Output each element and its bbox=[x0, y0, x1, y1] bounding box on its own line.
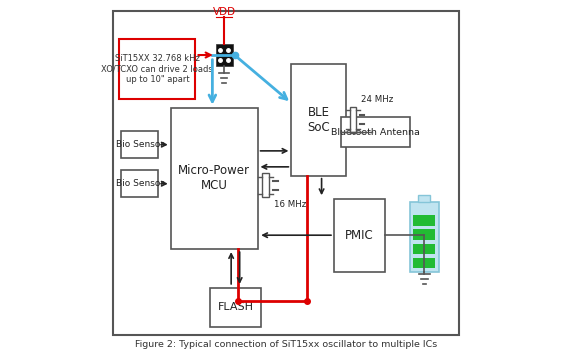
Bar bbox=[341, 117, 410, 147]
Bar bbox=[210, 288, 261, 327]
Bar bbox=[410, 202, 439, 272]
Bar bbox=[121, 170, 158, 197]
Bar bbox=[350, 106, 356, 133]
Text: Bio Sensor: Bio Sensor bbox=[116, 140, 164, 149]
Bar bbox=[414, 244, 435, 254]
Bar bbox=[414, 229, 435, 240]
Bar bbox=[170, 108, 257, 248]
Bar bbox=[419, 195, 430, 202]
Bar bbox=[291, 64, 347, 176]
Bar bbox=[414, 215, 435, 226]
Text: SiT15XX 32.768 kHz
XO/TCXO can drive 2 loads
up to 10" apart: SiT15XX 32.768 kHz XO/TCXO can drive 2 l… bbox=[101, 54, 213, 84]
Bar bbox=[119, 39, 196, 99]
Text: PMIC: PMIC bbox=[345, 229, 374, 242]
Bar bbox=[216, 44, 233, 66]
Bar bbox=[414, 258, 435, 268]
Bar bbox=[262, 173, 269, 197]
Text: BLE
SoC: BLE SoC bbox=[308, 106, 330, 134]
Text: 24 MHz: 24 MHz bbox=[362, 95, 394, 104]
Text: Bio Sensor: Bio Sensor bbox=[116, 179, 164, 188]
Text: VDD: VDD bbox=[213, 7, 236, 17]
Text: Bluetooth Antenna: Bluetooth Antenna bbox=[331, 128, 420, 137]
Text: 16 MHz: 16 MHz bbox=[274, 201, 306, 209]
Text: Figure 2: Typical connection of SiT15xx oscillator to multiple ICs: Figure 2: Typical connection of SiT15xx … bbox=[135, 340, 437, 349]
Bar bbox=[334, 199, 386, 272]
Bar bbox=[121, 131, 158, 158]
Text: FLASH: FLASH bbox=[217, 302, 253, 312]
Text: Micro-Power
MCU: Micro-Power MCU bbox=[178, 164, 250, 192]
